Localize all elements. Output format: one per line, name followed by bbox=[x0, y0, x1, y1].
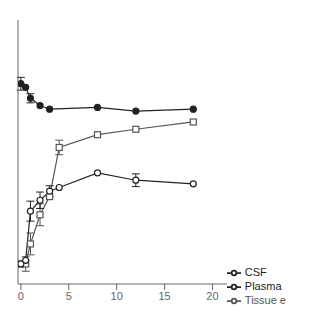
svg-text:15: 15 bbox=[158, 290, 170, 302]
svg-text:0: 0 bbox=[18, 290, 24, 302]
html-text:Tissue e: Tissue e bbox=[244, 293, 286, 306]
svg-text:10: 10 bbox=[111, 290, 123, 302]
svg-text:20: 20 bbox=[206, 290, 218, 302]
html-text:CSF: CSF bbox=[244, 265, 267, 278]
html-text:Plasma: Plasma bbox=[244, 279, 282, 292]
svg-text:5: 5 bbox=[66, 290, 72, 302]
